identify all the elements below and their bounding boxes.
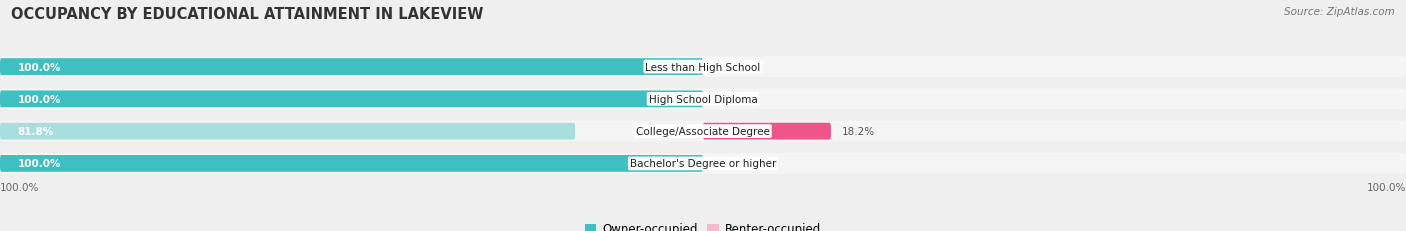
FancyBboxPatch shape xyxy=(0,123,575,140)
FancyBboxPatch shape xyxy=(0,121,1406,142)
FancyBboxPatch shape xyxy=(0,153,1406,174)
Text: Source: ZipAtlas.com: Source: ZipAtlas.com xyxy=(1284,7,1395,17)
Text: 0.0%: 0.0% xyxy=(713,94,740,104)
Text: OCCUPANCY BY EDUCATIONAL ATTAINMENT IN LAKEVIEW: OCCUPANCY BY EDUCATIONAL ATTAINMENT IN L… xyxy=(11,7,484,22)
Legend: Owner-occupied, Renter-occupied: Owner-occupied, Renter-occupied xyxy=(579,217,827,231)
Text: College/Associate Degree: College/Associate Degree xyxy=(636,127,770,137)
Text: 100.0%: 100.0% xyxy=(1367,182,1406,192)
FancyBboxPatch shape xyxy=(0,91,703,108)
FancyBboxPatch shape xyxy=(0,59,703,76)
Text: 18.2%: 18.2% xyxy=(841,127,875,137)
Text: 81.8%: 81.8% xyxy=(17,127,53,137)
Text: Less than High School: Less than High School xyxy=(645,62,761,72)
Text: High School Diploma: High School Diploma xyxy=(648,94,758,104)
Text: 100.0%: 100.0% xyxy=(17,62,60,72)
Text: 0.0%: 0.0% xyxy=(713,159,740,169)
FancyBboxPatch shape xyxy=(0,89,1406,110)
Text: 100.0%: 100.0% xyxy=(17,159,60,169)
FancyBboxPatch shape xyxy=(0,155,703,172)
Text: 0.0%: 0.0% xyxy=(713,62,740,72)
Text: Bachelor's Degree or higher: Bachelor's Degree or higher xyxy=(630,159,776,169)
Text: 100.0%: 100.0% xyxy=(17,94,60,104)
FancyBboxPatch shape xyxy=(703,123,831,140)
FancyBboxPatch shape xyxy=(0,57,1406,78)
Text: 100.0%: 100.0% xyxy=(0,182,39,192)
